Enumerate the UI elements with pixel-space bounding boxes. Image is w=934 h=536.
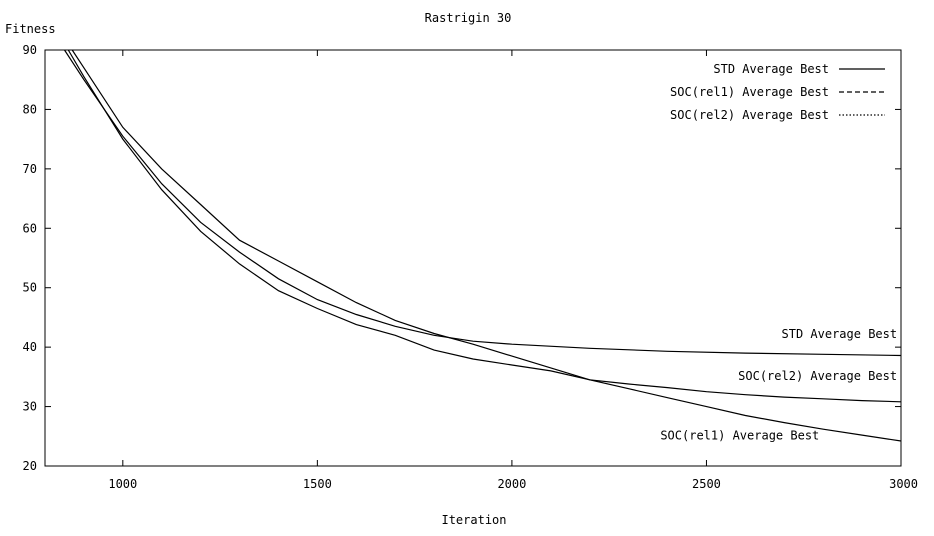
y-tick-label: 30	[23, 400, 37, 414]
y-tick-label: 70	[23, 162, 37, 176]
y-tick-label: 20	[23, 459, 37, 473]
y-tick-label: 60	[23, 221, 37, 235]
series-line-2	[71, 49, 902, 442]
chart-title: Rastrigin 30	[425, 11, 512, 25]
y-tick-label: 40	[23, 340, 37, 354]
legend: STD Average Best SOC(rel1) Average Best SO…	[670, 62, 885, 122]
axis-ticks: 20 30 40 50 60 70 80 90 1000 1500 2000 2500 3000	[23, 43, 918, 491]
legend-label: SOC(rel2) Average Best	[670, 108, 829, 122]
series-annotation: SOC(rel2) Average Best	[738, 369, 897, 383]
x-axis-label: Iteration	[441, 513, 506, 527]
x-tick-label: 1000	[108, 477, 137, 491]
series-line-1	[63, 49, 902, 357]
legend-label: STD Average Best	[713, 62, 829, 76]
x-tick-label: 2500	[692, 477, 721, 491]
x-tick-label: 1500	[303, 477, 332, 491]
y-axis-label: Fitness	[5, 22, 56, 36]
plot-frame	[44, 49, 902, 467]
series-annotation: SOC(rel1) Average Best	[660, 428, 819, 442]
y-tick-label: 50	[23, 281, 37, 295]
legend-label: SOC(rel1) Average Best	[670, 85, 829, 99]
series-annotation: STD Average Best	[782, 327, 898, 341]
annotations: STD Average Best SOC(rel2) Average Best SO…	[660, 327, 897, 442]
x-tick-label: 2000	[497, 477, 526, 491]
x-tick-label: 3000	[889, 477, 918, 491]
y-tick-label: 80	[23, 102, 37, 116]
series-line-3	[67, 49, 902, 403]
y-tick-label: 90	[23, 43, 37, 57]
series-layer	[63, 49, 902, 442]
